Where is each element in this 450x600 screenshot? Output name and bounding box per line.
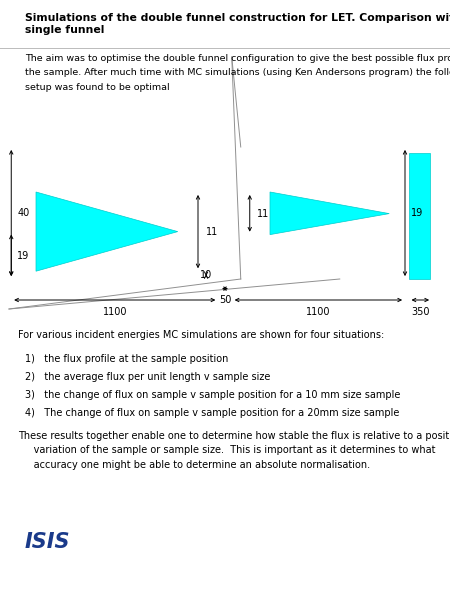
Bar	[409, 153, 430, 279]
Text: 1100: 1100	[103, 307, 127, 317]
Text: 4)   The change of flux on sample v sample position for a 20mm size sample: 4) The change of flux on sample v sample…	[25, 408, 399, 418]
Text: These results together enable one to determine how stable the flux is relative t: These results together enable one to det…	[18, 431, 450, 441]
Text: Simulations of the double funnel construction for LET. Comparison with a: Simulations of the double funnel constru…	[25, 13, 450, 23]
Text: the sample. After much time with MC simulations (using Ken Andersons program) th: the sample. After much time with MC simu…	[25, 68, 450, 77]
Text: The aim was to optimise the double funnel configuration to give the best possibl: The aim was to optimise the double funne…	[25, 54, 450, 63]
Text: 3)   the change of flux on sample v sample position for a 10 mm size sample: 3) the change of flux on sample v sample…	[25, 390, 400, 400]
Text: single funnel: single funnel	[25, 25, 104, 35]
Text: 19: 19	[411, 208, 423, 218]
Text: 11: 11	[257, 209, 270, 218]
Text: 50: 50	[219, 295, 231, 305]
Text: 1)   the flux profile at the sample position: 1) the flux profile at the sample positi…	[25, 354, 228, 364]
Text: variation of the sample or sample size.  This is important as it determines to w: variation of the sample or sample size. …	[18, 445, 436, 455]
Text: For various incident energies MC simulations are shown for four situations:: For various incident energies MC simulat…	[18, 330, 384, 340]
Text: 19: 19	[17, 251, 29, 260]
Polygon shape	[36, 192, 178, 271]
Text: accuracy one might be able to determine an absolute normalisation.: accuracy one might be able to determine …	[18, 460, 370, 470]
Text: ISIS: ISIS	[25, 532, 70, 552]
Polygon shape	[270, 192, 389, 235]
Text: 11: 11	[206, 227, 218, 236]
Text: 2)   the average flux per unit length v sample size: 2) the average flux per unit length v sa…	[25, 372, 270, 382]
Text: 350: 350	[411, 307, 430, 317]
Text: setup was found to be optimal: setup was found to be optimal	[25, 83, 169, 92]
Text: 10: 10	[200, 271, 212, 280]
Text: 40: 40	[17, 208, 29, 218]
Text: 1100: 1100	[306, 307, 330, 317]
